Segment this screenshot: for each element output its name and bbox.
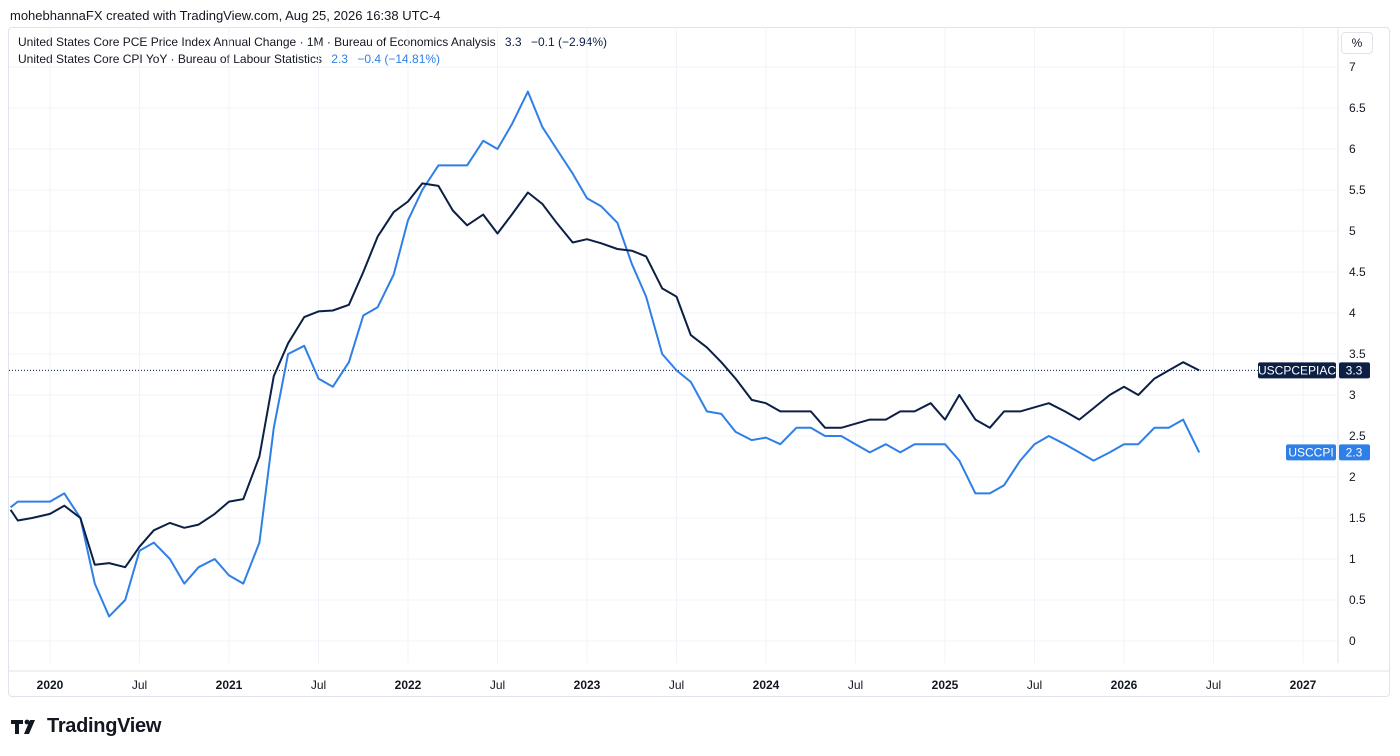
y-tick-label: 4.5 xyxy=(1349,265,1366,279)
y-tick-label: 2 xyxy=(1349,470,1356,484)
chart-frame xyxy=(8,27,1390,697)
x-tick-label: 2022 xyxy=(395,678,422,692)
x-tick-label: 2021 xyxy=(216,678,243,692)
legend-cpi[interactable]: United States Core CPI YoY · Bureau of L… xyxy=(18,52,440,66)
last-value-label: 3.3 xyxy=(1346,363,1363,377)
y-tick-label: 1 xyxy=(1349,552,1356,566)
tradingview-logo-icon xyxy=(11,719,35,734)
y-tick-label: 7 xyxy=(1349,60,1356,74)
y-tick-label: 1.5 xyxy=(1349,511,1366,525)
last-value-badge xyxy=(1339,362,1370,379)
last-value-badge xyxy=(1339,444,1370,461)
x-tick-label: 2025 xyxy=(932,678,959,692)
x-tick-label: Jul xyxy=(132,678,147,692)
legend-pce-title: United States Core PCE Price Index Annua… xyxy=(18,35,496,49)
legend-pce-value: 3.3 xyxy=(504,35,522,49)
footer-brand[interactable]: TradingView xyxy=(11,715,161,738)
y-tick-label: 0 xyxy=(1349,634,1356,648)
x-tick-label: 2027 xyxy=(1290,678,1317,692)
x-tick-label: 2020 xyxy=(37,678,64,692)
last-value-label: 2.3 xyxy=(1346,445,1363,459)
y-tick-label: 0.5 xyxy=(1349,593,1366,607)
legend-cpi-change: −0.4 (−14.81%) xyxy=(357,52,441,66)
series-name-label: USCCPI xyxy=(1288,445,1333,459)
y-tick-label: 2.5 xyxy=(1349,429,1366,443)
x-tick-label: 2026 xyxy=(1111,678,1138,692)
y-tick-label: 5.5 xyxy=(1349,183,1366,197)
series-line-uscpcepiac[interactable] xyxy=(9,182,1200,569)
x-tick-label: 2023 xyxy=(574,678,601,692)
legend-cpi-value: 2.3 xyxy=(331,52,348,66)
y-tick-label: 3.5 xyxy=(1349,347,1366,361)
y-tick-label: 6 xyxy=(1349,142,1356,156)
x-tick-label: 2024 xyxy=(753,678,780,692)
legend-cpi-title: United States Core CPI YoY · Bureau of L… xyxy=(18,52,322,66)
y-tick-label: 6.5 xyxy=(1349,101,1366,115)
unit-toggle-button[interactable]: % xyxy=(1341,32,1373,54)
x-tick-label: Jul xyxy=(311,678,326,692)
tradingview-wordmark: TradingView xyxy=(47,715,162,737)
x-tick-label: Jul xyxy=(1027,678,1042,692)
series-name-badge xyxy=(1286,444,1336,461)
legend-pce-change: −0.1 (−2.94%) xyxy=(530,35,608,49)
x-tick-label: Jul xyxy=(848,678,863,692)
x-tick-label: Jul xyxy=(490,678,505,692)
x-tick-label: Jul xyxy=(1206,678,1221,692)
series-name-badge xyxy=(1258,362,1336,379)
legend-pce[interactable]: United States Core PCE Price Index Annua… xyxy=(18,35,607,49)
y-tick-label: 3 xyxy=(1349,388,1356,402)
chart-header: mohebhannaFX created with TradingView.co… xyxy=(10,8,441,23)
series-name-label: USCPCEPIAC xyxy=(1258,363,1336,377)
series-line-usccpi[interactable] xyxy=(9,90,1201,618)
y-tick-label: 4 xyxy=(1349,306,1356,320)
x-tick-label: Jul xyxy=(669,678,684,692)
y-tick-label: 5 xyxy=(1349,224,1356,238)
